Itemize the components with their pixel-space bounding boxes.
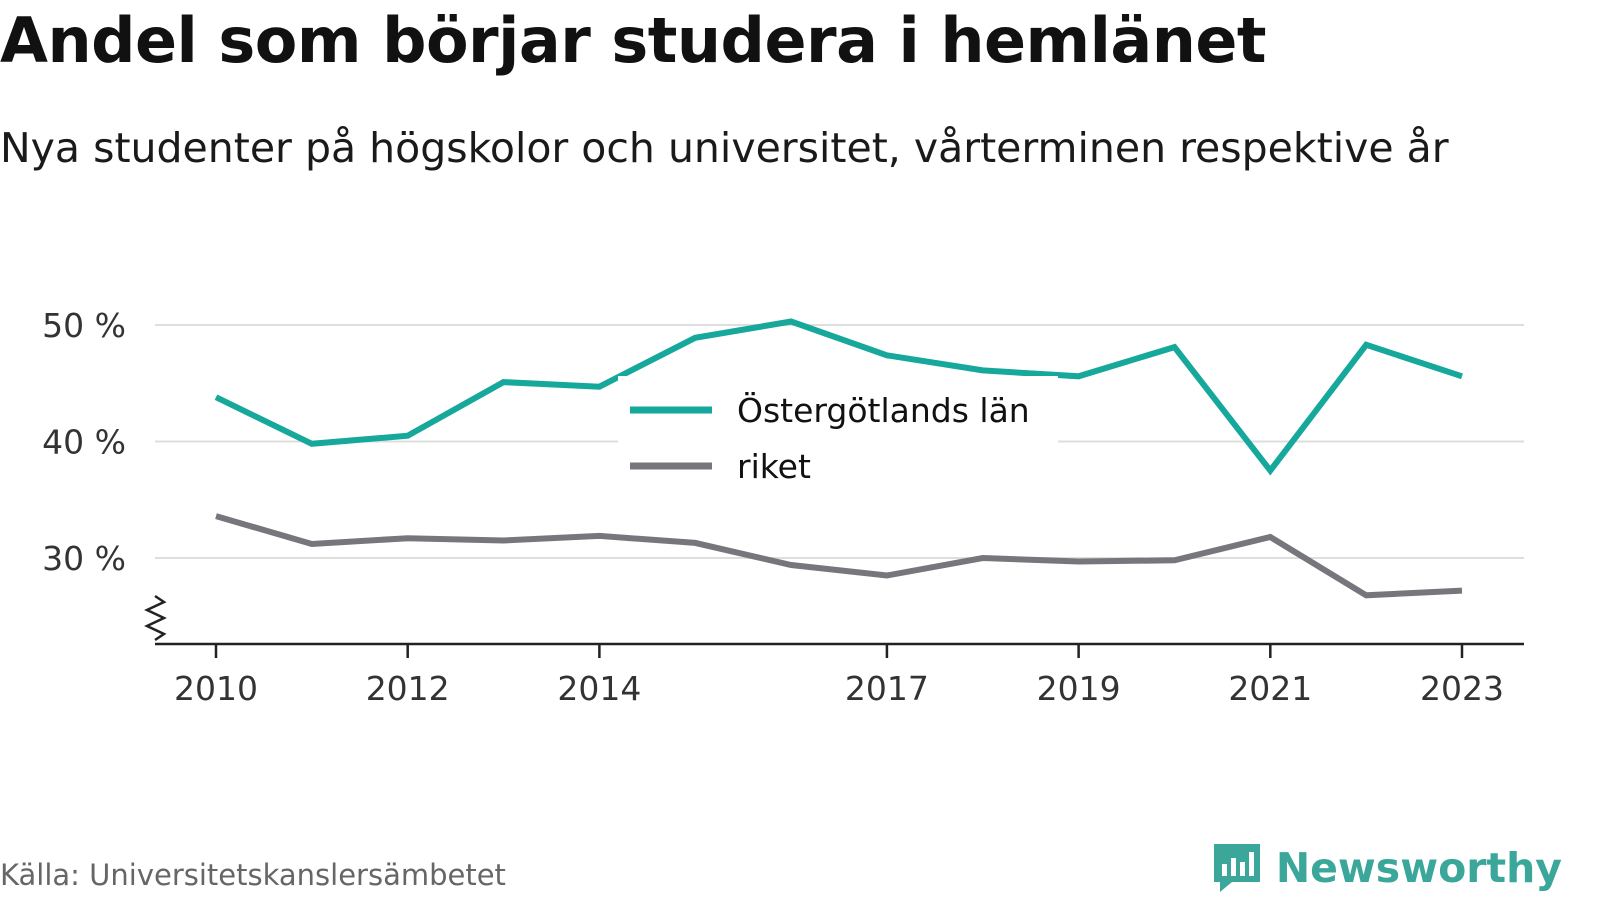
x-tick-label: 2017 [845,669,929,708]
chart-title: Andel som börjar studera i hemlänet [0,4,1267,77]
x-tick-label: 2019 [1037,669,1121,708]
series-lines [214,318,1463,599]
x-tick-label: 2010 [174,669,258,708]
x-axis: 2010 2012 2014 2017 2019 2021 2023 [144,594,1524,708]
y-tick-label: 30 % [42,539,126,578]
brand: Newsworthy [1212,842,1562,894]
x-tick-label: 2012 [366,669,450,708]
source-note: Källa: Universitetskanslersämbetet [0,858,506,892]
legend-label: riket [737,447,811,486]
x-tick-label: 2021 [1228,669,1312,708]
newsworthy-logo-icon [1213,844,1260,892]
axis-break-icon [144,594,167,642]
legend-background [618,376,1058,494]
y-tick-label: 50 % [42,306,126,345]
series-line [215,513,1463,599]
x-tick-label: 2023 [1420,669,1504,708]
legend-label: Östergötlands län [737,390,1030,430]
legend: Östergötlands län riket [618,376,1058,494]
y-axis-ticks: 50 % 40 % 30 % [42,306,126,578]
y-tick-label: 40 % [42,423,126,462]
brand-name: Newsworthy [1275,844,1562,892]
series-line [214,318,1463,476]
chart-subtitle: Nya studenter på högskolor och universit… [0,124,1449,172]
x-tick-label: 2014 [557,669,641,708]
